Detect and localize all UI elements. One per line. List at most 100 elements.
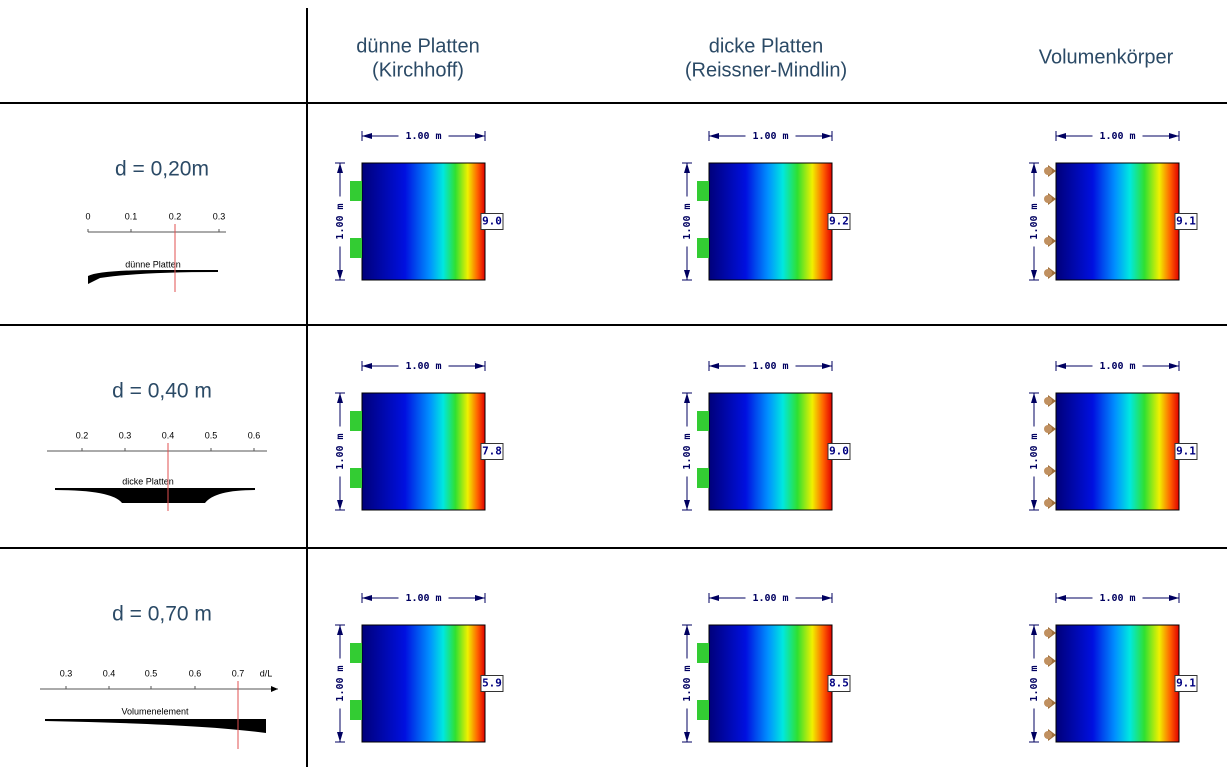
scale-tick-label: 0.7 <box>232 668 245 678</box>
scale-tick-label: 0.4 <box>162 430 175 440</box>
row-label: d = 0,40 m <box>112 380 212 403</box>
plate-contour <box>709 625 832 742</box>
support-base <box>1044 195 1052 203</box>
support-base <box>1044 167 1052 175</box>
max-value: 8.5 <box>829 677 849 690</box>
max-value: 9.2 <box>829 215 849 228</box>
thickness-profile <box>45 719 266 733</box>
width-dimension: 1.00 m <box>752 361 788 372</box>
support <box>350 238 362 258</box>
scale-tick-label: 0.4 <box>103 668 116 678</box>
max-value: 5.9 <box>482 677 502 690</box>
width-dimension: 1.00 m <box>1099 593 1135 604</box>
support-base <box>1044 699 1052 707</box>
plate-contour <box>1056 163 1179 280</box>
width-dimension: 1.00 m <box>752 593 788 604</box>
scale-tick-label: 0.1 <box>125 211 138 221</box>
column-header: Volumenkörper <box>1039 46 1174 68</box>
scale-caption: Volumenelement <box>121 706 189 716</box>
column-header: dicke Platten <box>709 35 824 57</box>
width-dimension: 1.00 m <box>752 131 788 142</box>
plate-contour <box>709 163 832 280</box>
support-base <box>1044 467 1052 475</box>
width-dimension: 1.00 m <box>405 361 441 372</box>
plate-contour <box>362 625 485 742</box>
result-cell: 1.00 m 1.00 m 9.2 <box>680 129 850 280</box>
width-dimension: 1.00 m <box>405 131 441 142</box>
result-cell: 1.00 m 1.00 m 7.8 <box>333 359 503 510</box>
support-base <box>1044 629 1052 637</box>
support <box>697 411 709 431</box>
max-value: 9.1 <box>1176 445 1196 458</box>
height-dimension: 1.00 m <box>335 203 346 239</box>
page: dünne Platten(Kirchhoff)dicke Platten(Re… <box>0 0 1227 767</box>
axis-arrow <box>271 686 278 692</box>
column-header: dünne Platten <box>356 35 479 57</box>
plate-contour <box>362 393 485 510</box>
plate-contour <box>1056 393 1179 510</box>
height-dimension: 1.00 m <box>1029 203 1040 239</box>
scale-tick-label: 0.6 <box>189 668 202 678</box>
row-label: d = 0,20m <box>115 158 209 181</box>
thickness-profile <box>55 488 255 503</box>
row-label: d = 0,70 m <box>112 603 212 626</box>
scale-tick-label: 0.2 <box>76 430 89 440</box>
support <box>350 643 362 663</box>
support <box>697 700 709 720</box>
max-value: 9.1 <box>1176 215 1196 228</box>
scale-axis-label: d/L <box>260 668 273 678</box>
plate-contour <box>709 393 832 510</box>
scale-tick-label: 0.6 <box>248 430 261 440</box>
scale-tick-label: 0.3 <box>213 211 226 221</box>
result-cell: 1.00 m 1.00 m 8.5 <box>680 591 850 742</box>
result-cell: 1.00 m 1.00 m 9.1 <box>1027 129 1197 280</box>
scale-tick-label: 0.5 <box>205 430 218 440</box>
result-cell: 1.00 m 1.00 m 9.0 <box>680 359 850 510</box>
scale-caption: dicke Platten <box>122 476 174 486</box>
width-dimension: 1.00 m <box>1099 131 1135 142</box>
max-value: 9.1 <box>1176 677 1196 690</box>
plate-contour <box>362 163 485 280</box>
support-base <box>1044 657 1052 665</box>
support-base <box>1044 499 1052 507</box>
result-cell: 1.00 m 1.00 m 9.0 <box>333 129 503 280</box>
support-base <box>1044 425 1052 433</box>
support-base <box>1044 397 1052 405</box>
height-dimension: 1.00 m <box>1029 665 1040 701</box>
max-value: 9.0 <box>829 445 849 458</box>
max-value: 7.8 <box>482 445 502 458</box>
height-dimension: 1.00 m <box>335 433 346 469</box>
comparison-table: dünne Platten(Kirchhoff)dicke Platten(Re… <box>0 0 1227 767</box>
height-dimension: 1.00 m <box>1029 433 1040 469</box>
width-dimension: 1.00 m <box>1099 361 1135 372</box>
support <box>697 643 709 663</box>
height-dimension: 1.00 m <box>682 433 693 469</box>
result-cell: 1.00 m 1.00 m 9.1 <box>1027 359 1197 510</box>
max-value: 9.0 <box>482 215 502 228</box>
height-dimension: 1.00 m <box>682 665 693 701</box>
scale-tick-label: 0.3 <box>119 430 132 440</box>
support <box>350 411 362 431</box>
support <box>697 468 709 488</box>
result-cell: 1.00 m 1.00 m 9.1 <box>1027 591 1197 742</box>
scale-tick-label: 0.3 <box>60 668 73 678</box>
scale-tick-label: 0.2 <box>169 211 182 221</box>
scale-caption: dünne Platten <box>125 259 181 269</box>
support-base <box>1044 269 1052 277</box>
support <box>350 700 362 720</box>
plate-contour <box>1056 625 1179 742</box>
thickness-profile <box>88 270 218 284</box>
support <box>350 468 362 488</box>
height-dimension: 1.00 m <box>335 665 346 701</box>
width-dimension: 1.00 m <box>405 593 441 604</box>
support-base <box>1044 237 1052 245</box>
support <box>350 181 362 201</box>
support <box>697 238 709 258</box>
height-dimension: 1.00 m <box>682 203 693 239</box>
column-header: (Kirchhoff) <box>372 59 464 81</box>
scale-tick-label: 0.5 <box>145 668 158 678</box>
support <box>697 181 709 201</box>
column-header: (Reissner-Mindlin) <box>685 59 847 81</box>
support-base <box>1044 731 1052 739</box>
scale-tick-label: 0 <box>85 211 90 221</box>
